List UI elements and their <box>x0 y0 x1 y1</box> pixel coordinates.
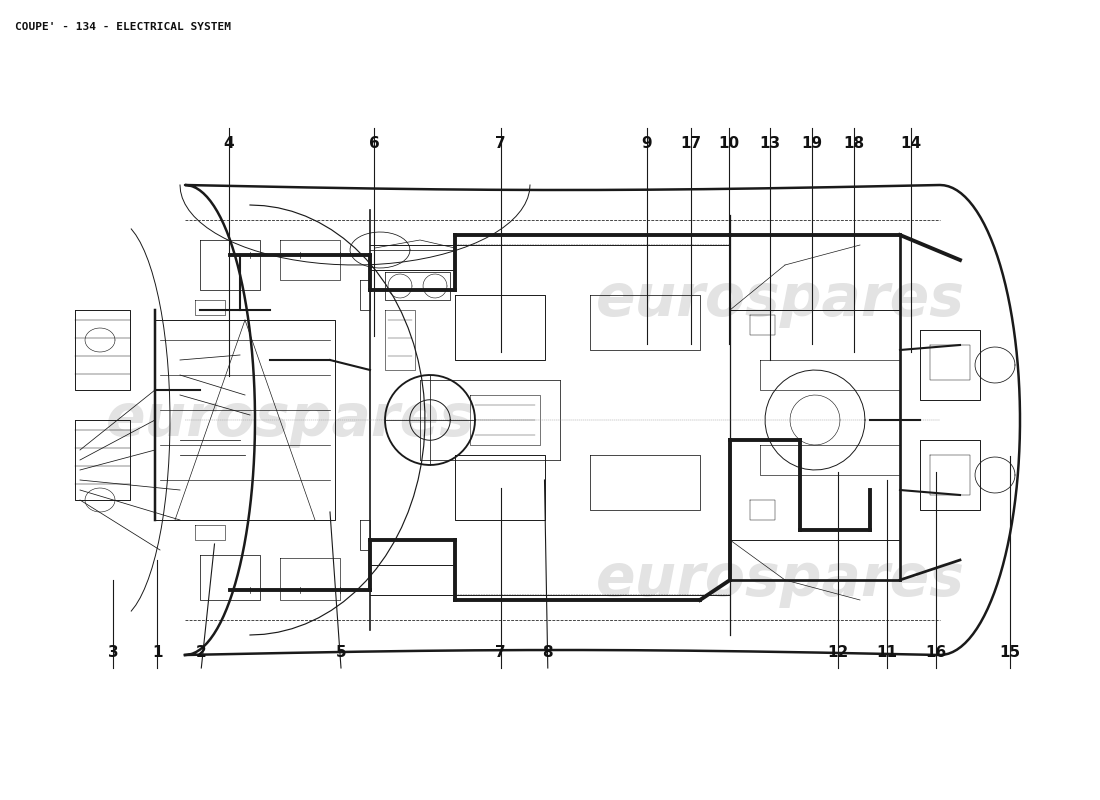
Text: eurospares: eurospares <box>106 391 474 449</box>
Text: 5: 5 <box>336 645 346 660</box>
Text: 11: 11 <box>876 645 898 660</box>
Text: 19: 19 <box>801 136 823 151</box>
Text: 14: 14 <box>900 136 922 151</box>
Text: eurospares: eurospares <box>595 551 965 609</box>
Text: eurospares: eurospares <box>595 271 965 329</box>
Text: 6: 6 <box>368 136 379 151</box>
Text: 9: 9 <box>641 136 652 151</box>
Text: 16: 16 <box>925 645 947 660</box>
Text: 4: 4 <box>223 136 234 151</box>
Text: 7: 7 <box>495 645 506 660</box>
Text: 1: 1 <box>152 645 163 660</box>
Text: 12: 12 <box>827 645 849 660</box>
Text: COUPE' - 134 - ELECTRICAL SYSTEM: COUPE' - 134 - ELECTRICAL SYSTEM <box>15 22 231 32</box>
Text: 13: 13 <box>759 136 781 151</box>
Text: 15: 15 <box>999 645 1021 660</box>
Text: 18: 18 <box>843 136 865 151</box>
Text: 10: 10 <box>718 136 740 151</box>
Text: 3: 3 <box>108 645 119 660</box>
Text: 7: 7 <box>495 136 506 151</box>
Text: 8: 8 <box>542 645 553 660</box>
Text: 2: 2 <box>196 645 207 660</box>
Text: 17: 17 <box>680 136 702 151</box>
